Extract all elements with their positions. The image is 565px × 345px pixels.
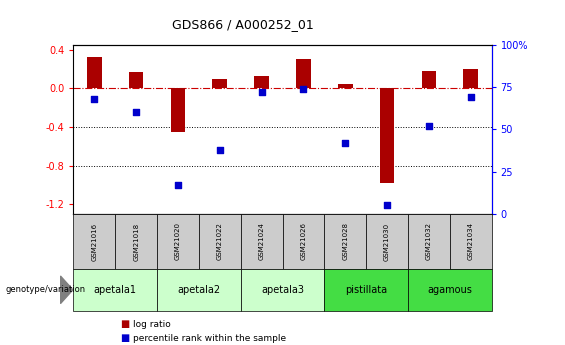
- Text: GDS866 / A000252_01: GDS866 / A000252_01: [172, 18, 314, 31]
- Bar: [296, 59, 311, 88]
- Text: pistillata: pistillata: [345, 285, 387, 295]
- Text: agamous: agamous: [427, 285, 472, 295]
- Bar: [463, 69, 478, 88]
- Point: [341, 140, 350, 146]
- Text: apetala1: apetala1: [94, 285, 137, 295]
- Bar: [421, 71, 436, 88]
- Point: [257, 89, 266, 95]
- Point: [132, 110, 141, 115]
- Point: [383, 203, 392, 208]
- Polygon shape: [60, 276, 73, 304]
- Text: GSM21032: GSM21032: [426, 223, 432, 260]
- Point: [215, 147, 224, 152]
- Text: GSM21020: GSM21020: [175, 223, 181, 260]
- Text: percentile rank within the sample: percentile rank within the sample: [133, 334, 286, 343]
- Text: GSM21024: GSM21024: [259, 223, 264, 260]
- Text: log ratio: log ratio: [133, 320, 171, 329]
- Bar: [87, 57, 102, 88]
- Text: ■: ■: [120, 333, 129, 343]
- Point: [173, 183, 182, 188]
- Text: GSM21026: GSM21026: [301, 223, 306, 260]
- Text: ■: ■: [120, 319, 129, 329]
- Bar: [338, 85, 353, 88]
- Bar: [380, 88, 394, 183]
- Bar: [254, 76, 269, 88]
- Text: GSM21016: GSM21016: [92, 223, 97, 260]
- Bar: [212, 79, 227, 88]
- Text: GSM21030: GSM21030: [384, 223, 390, 260]
- Bar: [171, 88, 185, 132]
- Text: GSM21022: GSM21022: [217, 223, 223, 260]
- Point: [299, 86, 308, 91]
- Text: GSM21018: GSM21018: [133, 223, 139, 260]
- Text: GSM21028: GSM21028: [342, 223, 348, 260]
- Point: [90, 96, 99, 102]
- Text: apetala2: apetala2: [177, 285, 220, 295]
- Text: genotype/variation: genotype/variation: [6, 285, 86, 294]
- Text: GSM21034: GSM21034: [468, 223, 473, 260]
- Text: apetala3: apetala3: [261, 285, 304, 295]
- Point: [466, 95, 475, 100]
- Point: [424, 123, 433, 129]
- Bar: [129, 72, 144, 88]
